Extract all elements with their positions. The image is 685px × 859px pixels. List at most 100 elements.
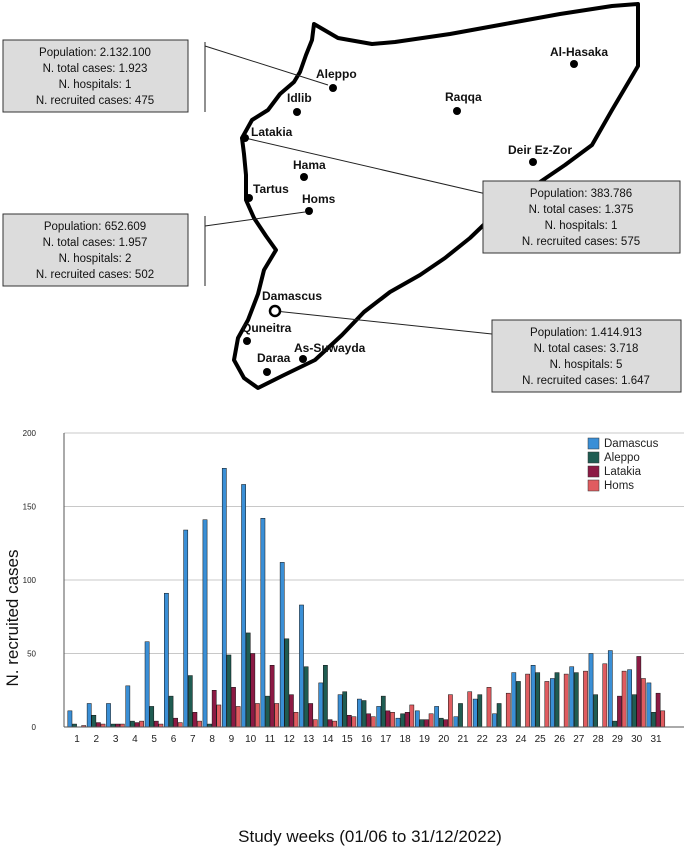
legend-label-homs: Homs: [604, 480, 634, 492]
y-tick-label: 50: [27, 650, 36, 659]
city-dot-homs: [305, 207, 313, 215]
x-tick-label: 3: [113, 734, 119, 745]
bar-latakia: [327, 719, 333, 728]
bar-homs: [390, 712, 395, 728]
city-label-damascus: Damascus: [262, 289, 322, 303]
bar-latakia: [231, 687, 236, 728]
x-tick-label: 9: [229, 734, 235, 745]
city-dot-tartus: [245, 194, 253, 202]
info-line: N. hospitals: 5: [550, 359, 623, 371]
bar-homs: [293, 712, 299, 728]
bar-latakia: [366, 713, 371, 728]
info-line: N. hospitals: 1: [59, 79, 132, 91]
city-label-homs: Homs: [302, 192, 336, 206]
bar-latakia: [443, 719, 449, 728]
bar-latakia: [211, 690, 217, 728]
legend-label-latakia: Latakia: [604, 466, 642, 478]
bar-homs: [621, 670, 627, 728]
city-dot-deir-ez-zor: [529, 158, 537, 166]
info-line: Population: 1.414.913: [530, 327, 642, 339]
bar-homs: [660, 710, 666, 728]
x-tick-label: 23: [496, 734, 508, 745]
city-label-aleppo: Aleppo: [316, 67, 357, 81]
bar-damascus: [434, 706, 439, 728]
leader-line-aleppo: [204, 45, 329, 86]
bar-damascus: [511, 672, 517, 728]
x-tick-label: 16: [361, 734, 373, 745]
bar-aleppo: [496, 703, 502, 728]
bar-aleppo: [130, 720, 135, 728]
bar-homs: [563, 673, 569, 728]
bar-homs: [448, 694, 453, 728]
bar-damascus: [530, 665, 536, 728]
bar-aleppo: [477, 694, 483, 728]
info-line: N. hospitals: 2: [59, 253, 132, 265]
city-label-deir-ez-zor: Deir Ez-Zor: [508, 143, 572, 157]
bar-latakia: [173, 717, 178, 728]
city-dot-latakia: [241, 134, 249, 142]
x-tick-label: 10: [245, 734, 257, 745]
bar-damascus: [472, 698, 478, 728]
bar-aleppo: [91, 714, 97, 728]
x-tick-label: 11: [265, 734, 276, 745]
bar-latakia: [96, 722, 101, 728]
bar-aleppo: [380, 695, 386, 728]
bar-aleppo: [573, 672, 579, 728]
info-box-homs: Population: 652.609 N. total cases: 1.95…: [2, 213, 189, 287]
legend-label-damascus: Damascus: [604, 438, 659, 450]
info-line: Population: 2.132.100: [39, 47, 151, 59]
bar-aleppo: [323, 665, 328, 728]
info-line: N. recruited cases: 502: [36, 269, 154, 281]
x-tick-label: 6: [171, 734, 177, 745]
bar-latakia: [289, 694, 294, 728]
bar-aleppo: [400, 713, 405, 728]
x-tick-label: 17: [380, 734, 392, 745]
bar-aleppo: [149, 706, 155, 728]
bar-damascus: [183, 529, 189, 728]
bar-damascus: [202, 519, 208, 728]
bar-latakia: [617, 695, 622, 728]
legend-swatch-homs: [587, 479, 600, 492]
bar-damascus: [318, 682, 324, 728]
bar-homs: [370, 716, 376, 728]
bar-damascus: [627, 669, 632, 728]
info-box-damascus: Population: 1.414.913 N. total cases: 3.…: [491, 319, 682, 393]
city-label-al-hasaka: Al-Hasaka: [550, 45, 608, 59]
y-axis-title: N. recruited cases: [3, 550, 22, 687]
x-tick-label: 7: [190, 734, 196, 745]
bar-damascus: [86, 703, 92, 728]
bar-aleppo: [612, 720, 618, 728]
city-label-idlib: Idlib: [287, 91, 312, 105]
bar-damascus: [144, 641, 150, 728]
bar-damascus: [607, 650, 613, 728]
x-tick-label: 4: [132, 734, 138, 745]
bar-homs: [216, 704, 222, 728]
bar-homs: [255, 703, 260, 728]
bar-aleppo: [516, 681, 521, 728]
info-line: N. hospitals: 1: [545, 220, 618, 232]
bar-latakia: [192, 712, 198, 728]
bar-homs: [177, 722, 183, 728]
bar-damascus: [646, 682, 652, 728]
leader-line-damascus: [274, 310, 493, 335]
bar-aleppo: [554, 672, 560, 728]
city-dot-al-hasaka: [570, 60, 578, 68]
bar-homs: [197, 720, 202, 728]
bar-latakia: [424, 719, 429, 728]
bar-latakia: [346, 714, 352, 728]
bar-damascus: [550, 678, 555, 728]
bar-aleppo: [284, 638, 290, 728]
legend-swatch-damascus: [587, 437, 600, 450]
x-axis-title: Study weeks (01/06 to 31/12/2022): [238, 827, 502, 846]
bar-latakia: [269, 665, 275, 728]
bar-damascus: [414, 710, 420, 728]
info-line: N. total cases: 1.923: [43, 63, 148, 75]
bar-homs: [139, 720, 144, 728]
city-label-latakia: Latakia: [251, 125, 293, 139]
bar-damascus: [279, 562, 285, 728]
bar-aleppo: [458, 703, 463, 728]
bar-damascus: [106, 703, 111, 728]
x-tick-label: 15: [342, 734, 354, 745]
leader-line-latakia: [244, 137, 496, 197]
